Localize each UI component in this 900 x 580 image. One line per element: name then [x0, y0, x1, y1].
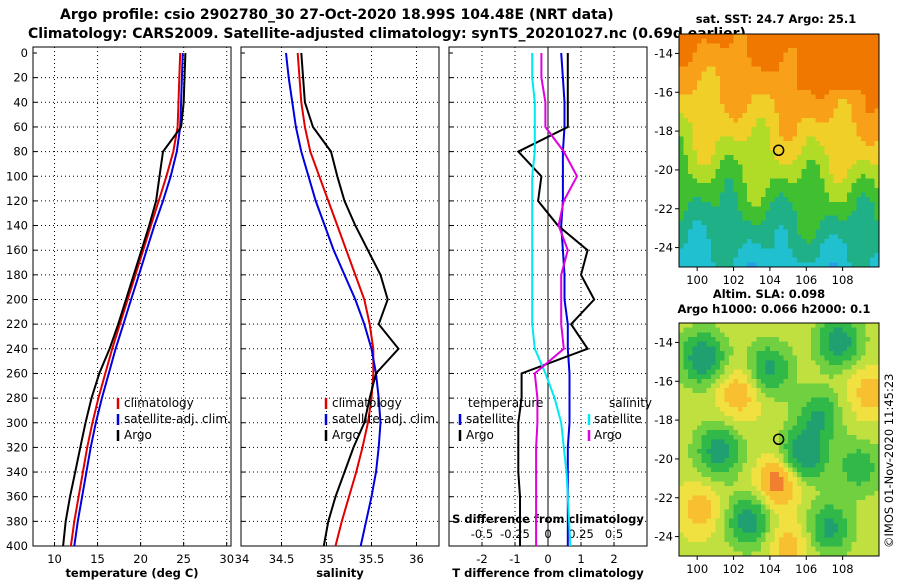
x-tick-label: 15	[90, 552, 105, 566]
y-tick-label: 120	[6, 194, 28, 208]
salinity-profile-panel: 34.5 35 35.5 36 34 salinity climatology satelli…	[235, 47, 439, 580]
copyright-credit: ©IMOS 01-Nov-2020 11:45:23	[882, 374, 896, 548]
y-tick-label: 60	[13, 120, 28, 134]
legend-label: satellite-adj. clim.	[124, 412, 231, 426]
y-tick-label: 340	[6, 465, 28, 479]
title-line-2: Climatology: CARS2009. Satellite-adjuste…	[28, 26, 746, 42]
y-tick-label: -16	[654, 374, 673, 388]
x-tick-label: 102	[723, 273, 745, 287]
legend-label: climatology	[124, 396, 194, 410]
legend-title-salinity: salinity	[609, 396, 652, 410]
top-x-tick-label: 0.5	[605, 527, 623, 541]
y-tick-label: 200	[6, 293, 28, 307]
x-axis-label: salinity	[316, 566, 364, 580]
y-tick-label: 240	[6, 342, 28, 356]
x-tick-label: 100	[686, 273, 708, 287]
y-tick-label: -18	[654, 413, 673, 427]
legend-label: satellite-adj. clim.	[332, 412, 439, 426]
y-tick-label: 260	[6, 366, 28, 380]
x-tick-label: 35.5	[359, 552, 385, 566]
y-tick-label: 300	[6, 416, 28, 430]
x-tick-label: 34.5	[269, 552, 295, 566]
x-tick-label: 10	[47, 552, 62, 566]
x-tick-label: 36	[409, 552, 424, 566]
legend-label: Argo	[332, 428, 360, 442]
x-tick-label: 35	[319, 552, 334, 566]
map-title: sat. SST: 24.7 Argo: 25.1	[696, 12, 856, 26]
y-tick-label: -20	[654, 163, 673, 177]
x-tick-label: 108	[832, 273, 854, 287]
y-tick-label: 280	[6, 391, 28, 405]
y-tick-label: -16	[654, 85, 673, 99]
legend-label: Argo	[594, 428, 622, 442]
y-tick-label: 160	[6, 243, 28, 257]
legend-label: satellite	[594, 412, 642, 426]
plot-frame	[241, 47, 439, 546]
legend-title-temperature: temperature	[468, 396, 543, 410]
x-tick-label: -2	[476, 552, 487, 566]
x-tick-label: -1	[509, 552, 520, 566]
top-x-tick-label: -0.5	[471, 527, 493, 541]
top-x-tick-label: -0.25	[500, 527, 530, 541]
y-tick-label: -22	[654, 491, 673, 505]
y-tick-label: 180	[6, 268, 28, 282]
x-tick-label: 104	[759, 273, 781, 287]
x-tick-label: 106	[795, 273, 817, 287]
x-axis-label: T difference from climatology	[452, 566, 644, 580]
y-tick-label: 100	[6, 169, 28, 183]
x-tick-label: 34	[235, 552, 250, 566]
legend-label: Argo	[466, 428, 494, 442]
y-tick-label: 0	[21, 46, 28, 60]
legend-label: climatology	[332, 396, 402, 410]
title-line-1: Argo profile: csio 2902780_30 27-Oct-202…	[60, 7, 614, 23]
y-tick-label: -24	[654, 530, 673, 544]
y-tick-label: -14	[654, 335, 673, 349]
y-tick-label: 320	[6, 440, 28, 454]
x-tick-label: 100	[686, 562, 708, 576]
y-tick-label: 380	[6, 514, 28, 528]
x-tick-label: 108	[832, 562, 854, 576]
map-title-line-2: Argo h1000: 0.066 h2000: 0.1	[677, 302, 870, 316]
x-tick-label: 30	[219, 552, 234, 566]
y-tick-label: 140	[6, 219, 28, 233]
x-tick-label: 20	[133, 552, 148, 566]
map-cells	[679, 34, 880, 268]
x-tick-label: 2	[610, 552, 617, 566]
sla-map: 100 102 104 106 108 -14 -16 -18 -20 -22 -24 Altim. …	[654, 287, 879, 576]
y-tick-label: 220	[6, 317, 28, 331]
y-tick-label: 360	[6, 490, 28, 504]
x-tick-label: 1	[577, 552, 584, 566]
x-tick-label: 0	[544, 552, 551, 566]
sst-map: 100 102 104 106 108 -14 -16 -18 -20 -22 -24 sat. SS…	[654, 12, 879, 287]
x-tick-label: 104	[759, 562, 781, 576]
x-tick-label: 102	[723, 562, 745, 576]
y-tick-label: 400	[6, 539, 28, 553]
x-tick-label: 25	[176, 552, 191, 566]
temperature-profile-panel: 10 15 20 25 30020406080100120140160180200220…	[6, 46, 234, 580]
y-tick-label: 20	[13, 71, 28, 85]
legend-label: Argo	[124, 428, 152, 442]
y-tick-label: 80	[13, 145, 28, 159]
y-tick-label: -20	[654, 452, 673, 466]
x-tick-label: 106	[795, 562, 817, 576]
map-cells	[679, 323, 880, 557]
x-axis-label: temperature (deg C)	[65, 566, 198, 580]
figure: Argo profile: csio 2902780_30 27-Oct-202…	[0, 0, 900, 580]
y-tick-label: -22	[654, 202, 673, 216]
top-x-tick-label: 0.25	[568, 527, 594, 541]
y-tick-label: -24	[654, 241, 673, 255]
map-title-line-1: Altim. SLA: 0.098	[713, 287, 825, 301]
y-tick-label: -18	[654, 124, 673, 138]
legend-label: satellite	[466, 412, 514, 426]
y-tick-label: 40	[13, 95, 28, 109]
y-tick-label: -14	[654, 46, 673, 60]
